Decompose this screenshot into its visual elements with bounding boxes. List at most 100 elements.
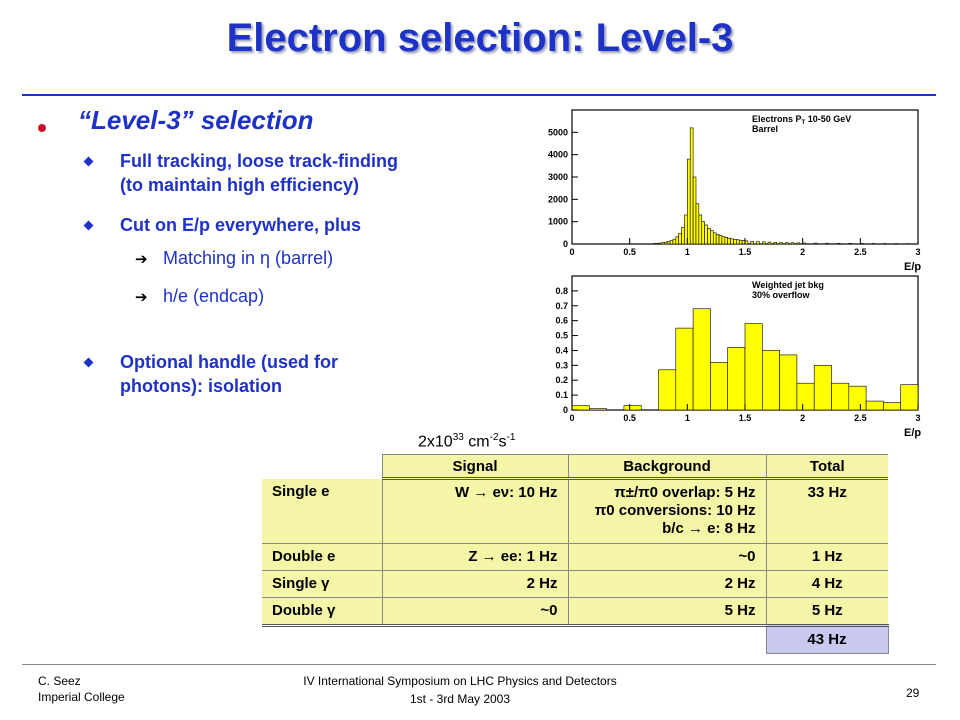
histogram-bar [655,243,659,245]
x-tick-label: 1.5 [739,247,752,257]
histogram-bar [785,242,789,245]
histogram-bar [796,382,815,411]
histogram-bar [669,240,674,245]
x-tick-label: 1 [685,247,690,257]
histogram-bar [733,239,737,245]
x-tick-label: 0.5 [623,413,636,423]
histogram-bar [756,241,760,245]
y-tick-label: 3000 [548,172,568,182]
x-tick-label: 2 [800,413,805,423]
header-corner [262,454,382,479]
histogram-bar [663,241,668,245]
lumi-unit1: cm [463,433,490,451]
grand-total-row: 43 Hz [262,624,889,654]
histogram-bar [736,239,740,245]
histogram-bar [695,203,700,245]
y-tick-label: 0.3 [555,360,568,370]
table-row: Single e W → eν: 10 Hz π±/π0 overlap: 5 … [262,478,888,544]
histogram-bar [738,239,743,245]
row-signal: ~0 [381,597,568,627]
histogram-bar [623,405,642,411]
footer-dates: 1st - 3rd May 2003 [409,692,511,706]
histogram-bar [698,214,703,245]
histogram-bar [724,237,728,245]
bullet-item-2: Cut on E/p everywhere, plus [120,215,362,235]
histogram-bar [571,405,590,411]
header-total: Total [765,454,888,480]
header-signal: Signal [381,454,568,480]
table-row: Single γ 2 Hz 2 Hz 4 Hz [262,570,888,598]
histogram-bar [658,369,677,411]
blank-cell [568,625,766,653]
x-tick-label: 0.5 [623,247,636,257]
lumi-exp3: -1 [506,432,516,443]
histogram-plots: 0 0.5 1 1.5 2 2.5 3 0 1000 2000 3000 4000 5000 E/p Ele… [548,109,921,439]
x-tick-label: 2.5 [854,413,867,423]
histogram-bar [796,242,801,245]
plot-frame [571,109,919,245]
title-divider [22,94,936,96]
histogram-bar [704,224,708,245]
histogram-bar [767,241,772,245]
bullet-item-1-line2: (to maintain high efficiency) [120,175,360,195]
background-line: π0 conversions: 10 Hz [594,502,756,519]
luminosity-label: 2x1033 cm-2s-1 [418,432,515,451]
histogram-bar [883,402,901,411]
histogram-bar [672,238,677,245]
histogram-bar [848,385,867,411]
histogram-bar [750,241,754,245]
diamond-bullet-icon [83,220,94,231]
y-tick-label: 5000 [548,127,568,137]
histogram-bar [744,323,763,411]
x-tick-label: 2 [800,247,805,257]
x-tick-label: 1.5 [739,413,752,423]
table-row: Double e Z → ee: 1 Hz ~0 1 Hz [262,543,888,571]
blank-cell [382,625,568,653]
sub-item-2: h/e (endcap) [163,286,265,306]
y-tick-label: 0 [563,239,568,249]
row-label: Double γ [262,597,382,627]
histogram-bar [825,242,829,245]
slide-title: Electron selection: Level-3 [226,16,734,60]
histogram-bar [727,237,731,245]
y-tick-label: 1000 [548,217,568,227]
row-signal: W → eν: 10 Hz [381,478,568,544]
histogram-bar [588,408,607,411]
lumi-exp2: -2 [489,432,499,443]
legend-line-1: Electrons PT 10-50 GeV [752,114,851,126]
lumi-exp1: 33 [452,432,464,443]
histogram-bar [813,365,832,411]
y-tick-label: 0.8 [555,286,568,296]
histogram-bar [675,236,679,245]
row-background: π±/π0 overlap: 5 Hz π0 conversions: 10 H… [567,478,766,544]
y-tick-label: 2000 [548,194,568,204]
histogram-bar [715,234,720,245]
arrow-bullet-icon: ➔ [135,289,148,306]
x-axis-label: E/p [904,261,921,273]
x-axis-label: E/p [904,427,921,439]
histogram-bar [666,241,671,245]
histogram-bar [779,242,783,245]
histogram-bar [692,308,711,411]
x-tick-label: 3 [915,413,920,423]
blank-cell [262,625,382,653]
histogram-bar [678,232,682,245]
y-tick-label: 0.7 [555,301,568,311]
bullet-item-1-line1: Full tracking, loose track-finding [120,151,399,171]
y-tick-label: 0 [563,405,568,415]
histogram-bar [836,243,841,245]
legend-line-2: Barrel [752,124,778,134]
row-label: Single γ [262,570,382,598]
histogram-bar [712,232,717,245]
bullet-item-3-line2: photons): isolation [120,376,282,396]
bullet-dot-icon [38,124,46,132]
footer-author: C. Seez [38,674,81,688]
y-tick-label: 0.5 [555,331,568,341]
row-total: 4 Hz [765,570,888,598]
x-tick-label: 0 [569,247,574,257]
arrow-bullet-icon: ➔ [135,251,148,268]
histogram-bar [689,127,694,245]
diamond-bullet-icon [83,357,94,368]
rates-table: Signal Background Total Single e W → eν:… [262,454,889,654]
histogram-bar [848,243,852,245]
